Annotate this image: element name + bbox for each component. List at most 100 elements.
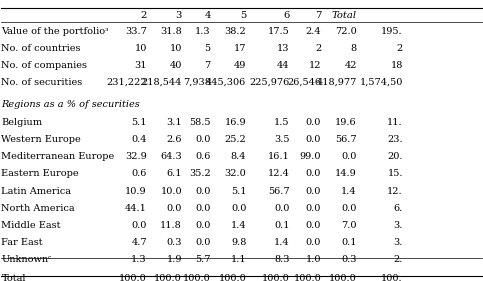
Text: 3.: 3. <box>394 238 403 247</box>
Text: 0.6: 0.6 <box>131 169 147 178</box>
Text: 2.4: 2.4 <box>306 27 321 36</box>
Text: 0.0: 0.0 <box>306 135 321 144</box>
Text: 42: 42 <box>344 61 357 70</box>
Text: 12.: 12. <box>387 187 403 196</box>
Text: 12.4: 12.4 <box>268 169 289 178</box>
Text: 32.0: 32.0 <box>225 169 246 178</box>
Text: Belgium: Belgium <box>1 118 43 127</box>
Text: 1.4: 1.4 <box>341 187 357 196</box>
Text: No. of companies: No. of companies <box>1 61 87 70</box>
Text: 0.0: 0.0 <box>131 221 147 230</box>
Text: 3.1: 3.1 <box>166 118 182 127</box>
Text: 40: 40 <box>170 61 182 70</box>
Text: Regions as a % of securities: Regions as a % of securities <box>1 100 140 109</box>
Text: 7.0: 7.0 <box>341 221 357 230</box>
Text: 0.0: 0.0 <box>341 152 357 161</box>
Text: 72.0: 72.0 <box>335 27 357 36</box>
Text: 3: 3 <box>176 11 182 20</box>
Text: 218,544: 218,544 <box>142 78 182 87</box>
Text: 4.7: 4.7 <box>131 238 147 247</box>
Text: 33.7: 33.7 <box>125 27 147 36</box>
Text: 0.0: 0.0 <box>306 221 321 230</box>
Text: 195.: 195. <box>381 27 403 36</box>
Text: 3.5: 3.5 <box>274 135 289 144</box>
Text: 35.2: 35.2 <box>189 169 211 178</box>
Text: No. of countries: No. of countries <box>1 44 81 53</box>
Text: 1,574,50: 1,574,50 <box>359 78 403 87</box>
Text: 18: 18 <box>390 61 403 70</box>
Text: 20.: 20. <box>387 152 403 161</box>
Text: 0.1: 0.1 <box>274 221 289 230</box>
Text: Mediterranean Europe: Mediterranean Europe <box>1 152 114 161</box>
Text: 1.1: 1.1 <box>231 255 246 264</box>
Text: 2.: 2. <box>394 255 403 264</box>
Text: 26,546: 26,546 <box>287 78 321 87</box>
Text: 31.8: 31.8 <box>160 27 182 36</box>
Text: 231,222: 231,222 <box>106 78 147 87</box>
Text: 0.0: 0.0 <box>306 118 321 127</box>
Text: 5: 5 <box>240 11 246 20</box>
Text: 0.3: 0.3 <box>341 255 357 264</box>
Text: 0.0: 0.0 <box>306 169 321 178</box>
Text: 19.6: 19.6 <box>335 118 357 127</box>
Text: 4: 4 <box>204 11 211 20</box>
Text: 56.7: 56.7 <box>268 187 289 196</box>
Text: 0.0: 0.0 <box>274 204 289 213</box>
Text: Eastern Europe: Eastern Europe <box>1 169 79 178</box>
Text: 11.: 11. <box>387 118 403 127</box>
Text: Total: Total <box>1 273 26 281</box>
Text: No. of securities: No. of securities <box>1 78 83 87</box>
Text: 1.4: 1.4 <box>231 221 246 230</box>
Text: 0.1: 0.1 <box>341 238 357 247</box>
Text: 15.: 15. <box>387 169 403 178</box>
Text: 12: 12 <box>309 61 321 70</box>
Text: 17.5: 17.5 <box>268 27 289 36</box>
Text: 2: 2 <box>397 44 403 53</box>
Text: 0.0: 0.0 <box>196 238 211 247</box>
Text: 0.0: 0.0 <box>196 221 211 230</box>
Text: Total: Total <box>332 11 357 20</box>
Text: 38.2: 38.2 <box>225 27 246 36</box>
Text: 5.1: 5.1 <box>231 187 246 196</box>
Text: 1.9: 1.9 <box>167 255 182 264</box>
Text: 100.0: 100.0 <box>329 273 357 281</box>
Text: 0.0: 0.0 <box>167 204 182 213</box>
Text: 1.3: 1.3 <box>131 255 147 264</box>
Text: 418,977: 418,977 <box>316 78 357 87</box>
Text: 6.1: 6.1 <box>167 169 182 178</box>
Text: 17: 17 <box>234 44 246 53</box>
Text: 10: 10 <box>170 44 182 53</box>
Text: 2.6: 2.6 <box>167 135 182 144</box>
Text: Western Europe: Western Europe <box>1 135 81 144</box>
Text: 0.0: 0.0 <box>196 204 211 213</box>
Text: North America: North America <box>1 204 75 213</box>
Text: 11.8: 11.8 <box>160 221 182 230</box>
Text: 7: 7 <box>315 11 321 20</box>
Text: 16.9: 16.9 <box>225 118 246 127</box>
Text: 13: 13 <box>277 44 289 53</box>
Text: 100.0: 100.0 <box>154 273 182 281</box>
Text: 5.1: 5.1 <box>131 118 147 127</box>
Text: 10.0: 10.0 <box>160 187 182 196</box>
Text: 225,976: 225,976 <box>249 78 289 87</box>
Text: 2: 2 <box>315 44 321 53</box>
Text: 0.0: 0.0 <box>306 187 321 196</box>
Text: Unknownᶜ: Unknownᶜ <box>1 255 52 264</box>
Text: 7,938: 7,938 <box>183 78 211 87</box>
Text: 23.: 23. <box>387 135 403 144</box>
Text: 8.4: 8.4 <box>231 152 246 161</box>
Text: 100.0: 100.0 <box>218 273 246 281</box>
Text: 8: 8 <box>351 44 357 53</box>
Text: Far East: Far East <box>1 238 43 247</box>
Text: 445,306: 445,306 <box>206 78 246 87</box>
Text: 0.0: 0.0 <box>306 204 321 213</box>
Text: 7: 7 <box>204 61 211 70</box>
Text: 10.9: 10.9 <box>125 187 147 196</box>
Text: 100.0: 100.0 <box>183 273 211 281</box>
Text: 56.7: 56.7 <box>335 135 357 144</box>
Text: Value of the portfolioᶟ: Value of the portfolioᶟ <box>1 27 109 36</box>
Text: 2: 2 <box>141 11 147 20</box>
Text: 0.3: 0.3 <box>167 238 182 247</box>
Text: 99.0: 99.0 <box>300 152 321 161</box>
Text: 14.9: 14.9 <box>335 169 357 178</box>
